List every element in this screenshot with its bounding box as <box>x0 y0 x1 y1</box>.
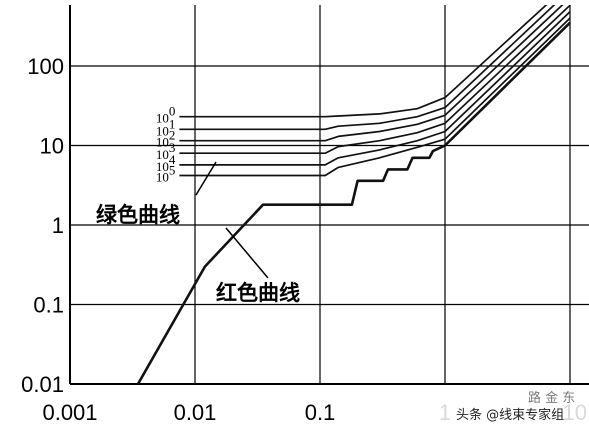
series-line-g4 <box>179 11 571 166</box>
red-curve-annotation: 红色曲线 <box>216 281 300 305</box>
y-tick-label: 0.01 <box>21 372 64 397</box>
curve-label-g3: 103 <box>156 140 176 162</box>
series-line-g2 <box>179 5 564 142</box>
green-annotation-leader <box>195 161 217 196</box>
series-line-g0 <box>179 5 548 118</box>
watermark-backdrop <box>440 390 589 430</box>
y-tick-label: 0.1 <box>33 293 64 318</box>
series-line-g5 <box>179 17 571 177</box>
series-line-g3 <box>179 5 571 155</box>
green-curve-annotation: 绿色曲线 <box>96 203 180 227</box>
x-tick-label: 0.001 <box>42 400 97 425</box>
series-line-red <box>136 21 571 384</box>
red-annotation-leader <box>225 227 269 279</box>
curve-label-g2: 102 <box>156 128 176 150</box>
series-line-g1 <box>179 5 556 131</box>
curve-label-g1: 101 <box>156 116 176 138</box>
curve-label-g0: 100 <box>156 104 176 126</box>
curve-label-g5: 105 <box>156 162 176 184</box>
y-tick-label: 100 <box>27 54 64 79</box>
grid <box>69 5 589 385</box>
curves <box>136 5 571 384</box>
x-tick-label: 0.1 <box>305 400 336 425</box>
y-tick-label: 10 <box>40 134 64 159</box>
watermark-text: 头条 @线束专家组 <box>456 407 564 423</box>
x-tick-label: 0.01 <box>174 400 217 425</box>
watermark-faded: 路 金 东 <box>528 390 575 406</box>
y-tick-label: 1 <box>52 213 64 238</box>
curve-label-g4: 104 <box>156 152 176 174</box>
